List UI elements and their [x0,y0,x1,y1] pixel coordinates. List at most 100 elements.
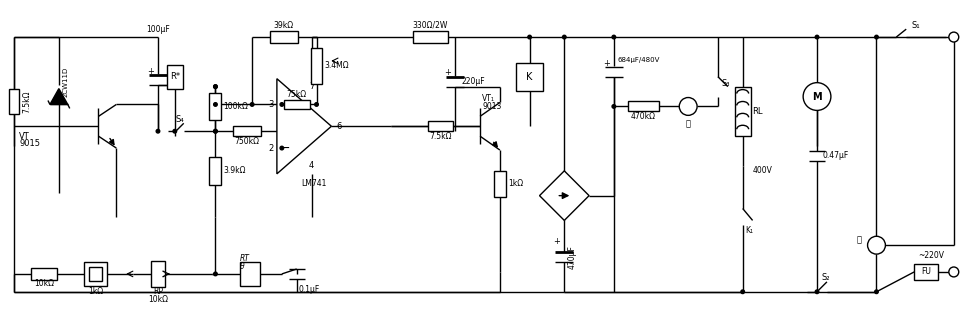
Polygon shape [539,171,589,220]
Bar [240,262,260,286]
Text: 4: 4 [309,161,314,170]
Circle shape [314,103,318,106]
Text: 100kΩ: 100kΩ [224,102,248,111]
Text: 220μF: 220μF [461,77,485,86]
Bar [209,93,222,120]
Text: 470μF: 470μF [567,245,576,269]
Text: M: M [812,91,822,101]
Text: S₄: S₄ [175,115,184,124]
Bar [413,31,449,43]
Circle shape [280,103,283,106]
Text: 2: 2 [269,144,273,153]
Text: 684μF/480V: 684μF/480V [618,57,661,63]
Text: +: + [281,100,289,109]
Circle shape [803,83,831,110]
Circle shape [679,98,697,115]
Text: 3: 3 [269,100,273,109]
Text: 330Ω/2W: 330Ω/2W [413,21,449,30]
Bar [427,121,453,131]
Text: 红: 红 [856,236,861,245]
Circle shape [815,290,819,294]
Bar [84,262,107,286]
Text: 7: 7 [308,82,314,91]
Text: VT₁: VT₁ [482,94,495,103]
Bar [151,261,164,287]
Text: 470kΩ: 470kΩ [631,112,656,121]
Text: RT: RT [240,253,250,262]
Bar [167,65,183,89]
Text: 400V: 400V [752,166,773,175]
Bar [270,31,298,43]
Text: −: − [279,142,290,155]
Circle shape [868,236,885,254]
Text: K₁: K₁ [745,226,754,235]
Text: 9015: 9015 [19,139,40,148]
Text: S₁: S₁ [911,21,919,30]
Circle shape [214,272,217,276]
Text: 2CW11D: 2CW11D [63,67,69,97]
Circle shape [280,146,283,150]
Bar [735,87,750,136]
Circle shape [815,35,819,39]
Text: 39kΩ: 39kΩ [273,21,294,30]
Circle shape [214,103,217,106]
Text: S₂: S₂ [822,273,831,282]
Bar [10,89,19,114]
Text: 10kΩ: 10kΩ [34,279,54,288]
Circle shape [875,35,879,39]
Bar [915,264,938,280]
Bar [628,101,660,111]
Text: 0.1μF: 0.1μF [299,285,320,294]
Text: ~220V: ~220V [918,251,944,260]
Circle shape [740,290,744,294]
Bar [89,267,102,281]
Circle shape [949,267,958,277]
Text: 3.9kΩ: 3.9kΩ [224,166,246,175]
Text: 7.5kΩ: 7.5kΩ [22,90,31,113]
Text: 1kΩ: 1kΩ [88,287,103,296]
Circle shape [250,103,254,106]
Text: θ: θ [240,262,245,271]
Text: LM741: LM741 [301,179,326,188]
Text: +: + [147,67,154,76]
Bar [234,126,261,136]
Text: +: + [603,59,610,68]
Circle shape [214,85,217,88]
Text: 10kΩ: 10kΩ [148,295,168,304]
Polygon shape [50,89,68,104]
Bar [284,100,309,109]
Text: 750kΩ: 750kΩ [234,137,260,146]
Circle shape [214,129,217,133]
Text: RP: RP [153,287,162,296]
Text: +: + [554,237,560,246]
Text: 6: 6 [337,122,342,131]
Circle shape [612,35,616,39]
Text: 9013: 9013 [482,102,501,111]
Bar [209,157,222,185]
Circle shape [562,35,566,39]
Circle shape [214,85,217,88]
Text: RL: RL [752,107,763,116]
Circle shape [875,290,879,294]
Text: 75kΩ: 75kΩ [287,90,306,99]
Circle shape [173,129,176,133]
Circle shape [214,129,217,133]
Text: 100μF: 100μF [146,25,170,34]
Circle shape [527,35,531,39]
Text: 0.47μF: 0.47μF [823,151,849,160]
Text: FU: FU [921,267,931,276]
Text: VT: VT [19,132,30,141]
Text: 1kΩ: 1kΩ [508,179,523,188]
Bar [310,48,322,84]
Text: 7.5kΩ: 7.5kΩ [429,132,451,141]
Text: S₃: S₃ [722,79,731,88]
Text: +: + [445,68,451,77]
Circle shape [612,105,616,108]
Text: 绿: 绿 [686,120,691,129]
Text: R*: R* [169,72,180,81]
Bar [494,171,506,197]
Circle shape [157,129,160,133]
Bar [31,268,56,280]
Circle shape [949,32,958,42]
Polygon shape [277,79,332,174]
